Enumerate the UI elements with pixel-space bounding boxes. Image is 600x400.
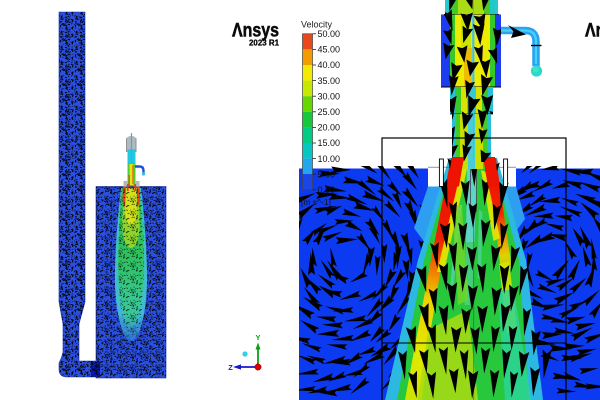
svg-text:35.00: 35.00 — [318, 76, 341, 86]
svg-text:Velocity: Velocity — [301, 20, 333, 30]
svg-text:30.00: 30.00 — [318, 91, 341, 101]
svg-text:45.00: 45.00 — [318, 45, 341, 55]
svg-text:5.00: 5.00 — [318, 169, 336, 179]
svg-text:0.00: 0.00 — [318, 185, 336, 195]
svg-text:Y: Y — [255, 333, 260, 342]
svg-text:Λnsys: Λnsys — [585, 20, 600, 42]
svg-text:25.00: 25.00 — [318, 107, 341, 117]
svg-text:Λnsys: Λnsys — [232, 20, 279, 42]
svg-text:10.00: 10.00 — [318, 154, 341, 164]
svg-text:[m s^-1]: [m s^-1] — [301, 197, 331, 207]
svg-text:40.00: 40.00 — [318, 60, 341, 70]
svg-text:20.00: 20.00 — [318, 123, 341, 133]
svg-text:50.00: 50.00 — [318, 29, 341, 39]
svg-text:Z: Z — [228, 363, 233, 372]
svg-text:2023 R1: 2023 R1 — [249, 38, 279, 48]
svg-text:15.00: 15.00 — [318, 138, 341, 148]
